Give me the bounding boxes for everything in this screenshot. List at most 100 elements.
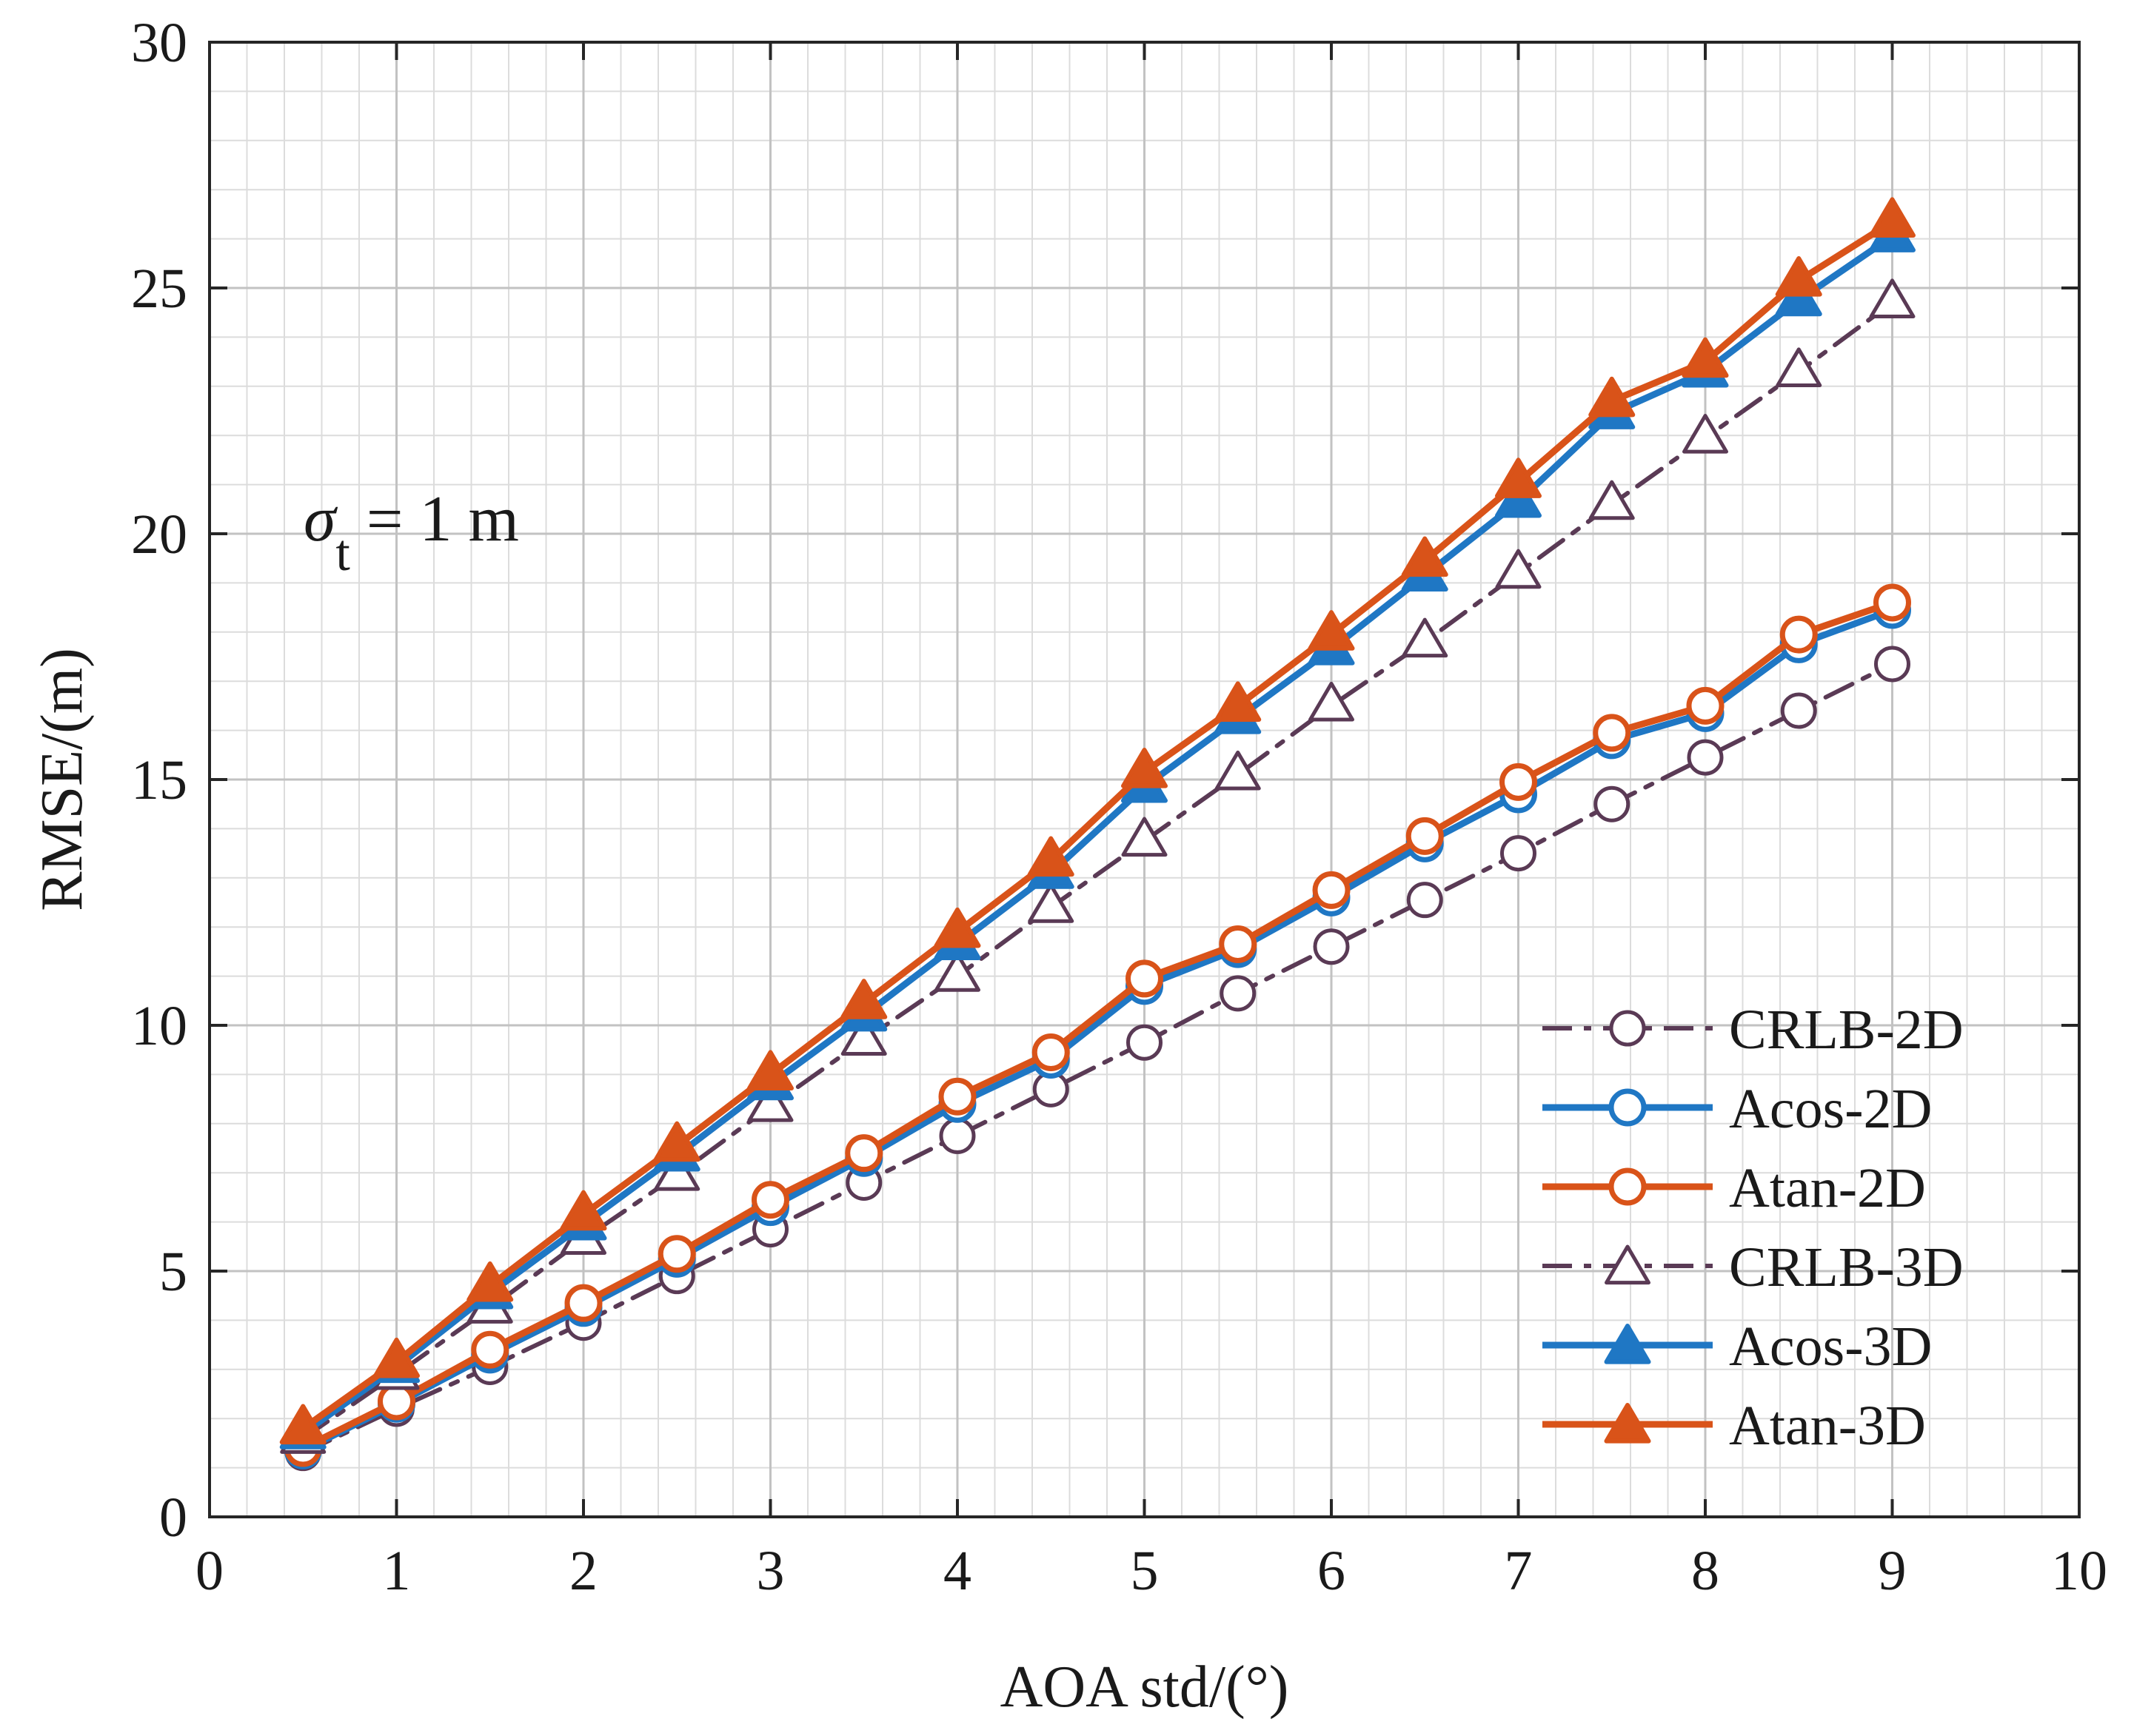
data-point-marker	[1682, 414, 1728, 454]
x-tick-label: 9	[1879, 1540, 1907, 1602]
x-tick-label: 3	[757, 1540, 785, 1602]
data-point-marker	[378, 1382, 415, 1421]
data-point-marker	[1308, 610, 1355, 651]
x-tick-label: 1	[383, 1540, 411, 1602]
data-point-marker	[1126, 1024, 1163, 1061]
data-point-marker	[560, 1190, 607, 1231]
data-point-marker	[1027, 836, 1074, 877]
x-tick-label: 0	[195, 1540, 224, 1602]
data-point-marker	[653, 1121, 700, 1162]
data-point-marker	[471, 1330, 509, 1369]
legend-label: Acos-3D	[1729, 1316, 1932, 1378]
data-point-marker	[279, 1404, 327, 1445]
data-point-marker	[564, 1284, 603, 1322]
data-point-marker	[1869, 278, 1916, 319]
legend-label: Acos-2D	[1729, 1078, 1932, 1140]
legend-label: CRLB-3D	[1729, 1236, 1964, 1298]
data-point-marker	[1608, 1167, 1647, 1206]
data-point-marker	[1402, 617, 1448, 658]
data-point-marker	[752, 1181, 789, 1219]
data-point-marker	[1682, 337, 1729, 378]
data-point-marker	[1780, 692, 1817, 729]
y-tick-label: 5	[159, 1241, 187, 1303]
data-point-marker	[1687, 739, 1724, 776]
data-point-marker	[1873, 583, 1911, 622]
data-point-marker	[658, 1235, 696, 1273]
data-point-marker	[1588, 376, 1636, 418]
series-line	[299, 218, 1896, 1432]
data-point-marker	[1312, 871, 1351, 909]
y-tick-label: 10	[131, 995, 187, 1057]
x-axis-ticks: 0 1 2 3 4 5 6 7 8 9 10	[195, 42, 2107, 1602]
y-tick-label: 0	[159, 1487, 187, 1549]
data-point-marker	[845, 1134, 883, 1173]
y-axis-label: RMSE/(m)	[30, 648, 95, 911]
data-point-marker	[938, 1077, 977, 1116]
series-atan-2d	[284, 583, 1911, 1467]
series-layer	[279, 197, 1916, 1472]
data-point-marker	[1214, 750, 1261, 791]
legend-label: CRLB-2D	[1729, 999, 1964, 1061]
data-point-marker	[1495, 549, 1542, 589]
legend-item-acos-2d: Acos-2D	[1542, 1078, 1932, 1140]
data-point-marker	[1214, 681, 1262, 722]
data-point-marker	[1405, 817, 1444, 855]
x-tick-label: 2	[569, 1540, 598, 1602]
data-point-marker	[466, 1261, 514, 1302]
y-tick-label: 20	[131, 503, 187, 566]
data-point-marker	[1779, 615, 1818, 654]
annotation-symbol: σ	[304, 483, 338, 555]
data-point-marker	[1593, 785, 1630, 822]
data-point-marker	[1121, 748, 1168, 788]
data-point-marker	[1219, 925, 1257, 963]
data-point-marker	[1500, 835, 1536, 872]
sigma-annotation: σt = 1 m	[304, 483, 519, 582]
x-tick-label: 10	[2051, 1540, 2107, 1602]
legend-item-atan-3d: Atan-3D	[1542, 1395, 1926, 1457]
data-point-marker	[939, 1117, 976, 1154]
data-point-marker	[1604, 1324, 1651, 1364]
data-point-marker	[1775, 256, 1822, 297]
legend-item-crlb-2d: CRLB-2D	[1542, 999, 1964, 1061]
annotation-subscript: t	[335, 525, 350, 582]
y-tick-label: 30	[131, 12, 187, 74]
data-point-marker	[1776, 347, 1822, 387]
x-axis-label: AOA std/(°)	[1000, 1655, 1289, 1720]
y-tick-label: 15	[131, 749, 187, 811]
data-point-marker	[1495, 458, 1542, 498]
data-point-marker	[934, 952, 980, 992]
data-point-marker	[1499, 763, 1537, 801]
x-tick-label: 8	[1691, 1540, 1719, 1602]
series-acos-3d	[279, 212, 1916, 1450]
x-tick-label: 7	[1505, 1540, 1533, 1602]
data-point-marker	[1609, 1010, 1646, 1047]
data-point-marker	[1605, 1244, 1650, 1285]
data-point-marker	[1028, 883, 1074, 923]
legend-label: Atan-3D	[1729, 1395, 1926, 1457]
data-point-marker	[1220, 975, 1257, 1012]
annotation-text: = 1 m	[350, 483, 519, 555]
data-point-marker	[1604, 1403, 1651, 1444]
x-tick-label: 5	[1131, 1540, 1159, 1602]
x-tick-label: 4	[943, 1540, 971, 1602]
data-point-marker	[1308, 681, 1354, 722]
data-point-marker	[1121, 817, 1168, 857]
y-tick-label: 25	[131, 258, 187, 320]
series-crlb-3d	[280, 278, 1916, 1454]
data-point-marker	[1869, 197, 1916, 238]
legend: CRLB-2D Acos-2D Atan-2D CRLB-3D Acos-3D Atan-…	[1542, 999, 1964, 1457]
data-point-marker	[1313, 928, 1350, 965]
data-point-marker	[934, 907, 981, 948]
legend-label: Atan-2D	[1729, 1157, 1926, 1219]
y-axis-ticks: 0 5 10 15 20 25 30	[131, 12, 2079, 1549]
legend-item-atan-2d: Atan-2D	[1542, 1157, 1926, 1219]
series-atan-3d	[279, 197, 1916, 1445]
data-point-marker	[840, 979, 888, 1019]
data-point-marker	[747, 1050, 794, 1090]
data-point-marker	[1593, 714, 1631, 752]
legend-item-crlb-3d: CRLB-3D	[1542, 1236, 1964, 1298]
legend-item-acos-3d: Acos-3D	[1542, 1316, 1932, 1378]
data-point-marker	[747, 1082, 794, 1122]
data-point-marker	[1874, 646, 1910, 683]
